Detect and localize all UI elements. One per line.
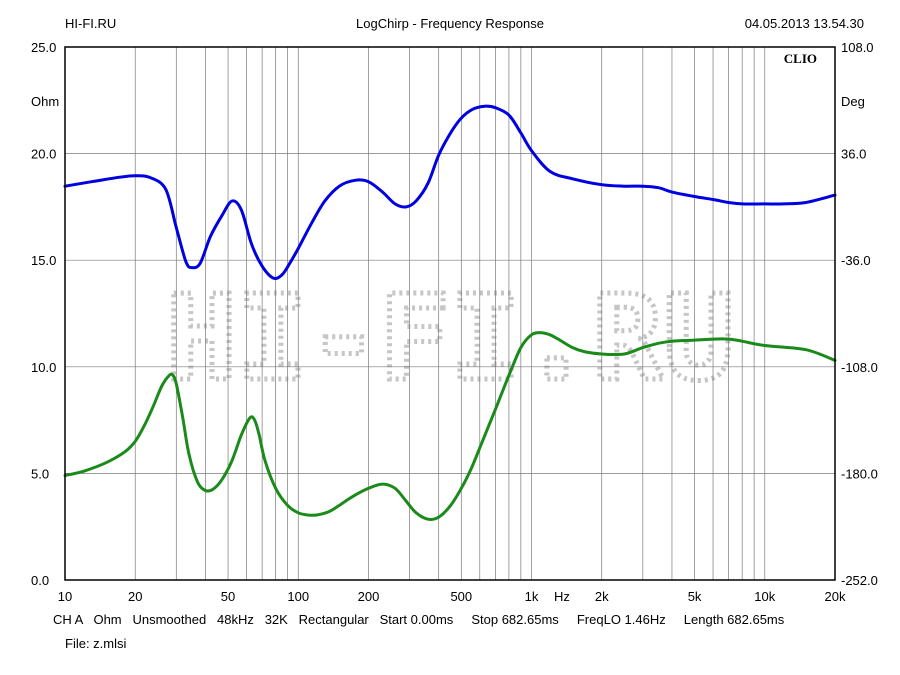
y-right-tick-label: -108.0 [841, 360, 878, 375]
y-right-tick-label: -252.0 [841, 573, 878, 588]
x-tick-label: 1k [525, 589, 539, 604]
file-name: File: z.mlsi [65, 636, 127, 651]
y-left-axis-label: Ohm [31, 94, 59, 109]
chart-title: LogChirp - Frequency Response [356, 16, 544, 31]
x-tick-label: 100 [287, 589, 309, 604]
series-group [63, 104, 837, 521]
clio-logo-text: CLIO [784, 51, 817, 66]
watermark: HI-FI.RU [166, 269, 734, 407]
x-tick-label: 500 [450, 589, 472, 604]
y-left-tick-label: 5.0 [31, 466, 49, 481]
y-right-tick-label: 108.0 [841, 40, 874, 55]
y-left-tick-label: 10.0 [31, 360, 56, 375]
x-tick-label: 200 [358, 589, 380, 604]
x-tick-label: 50 [221, 589, 235, 604]
plot-frame [64, 46, 836, 581]
x-tick-label: 2k [595, 589, 609, 604]
y-right-tick-label: 36.0 [841, 147, 866, 162]
header-site: HI-FI.RU [65, 16, 116, 31]
y-right-tick-label: -180.0 [841, 466, 878, 481]
x-tick-label: 20k [825, 589, 846, 604]
x-tick-label: 5k [688, 589, 702, 604]
y-left-tick-label: 25.0 [31, 40, 56, 55]
y-left-tick-label: 15.0 [31, 253, 56, 268]
grid [65, 47, 835, 580]
y-left-tick-label: 0.0 [31, 573, 49, 588]
impedance-series-line [63, 331, 837, 521]
y-right-tick-label: -36.0 [841, 253, 871, 268]
x-tick-label: 20 [128, 589, 142, 604]
y-left-tick-label: 20.0 [31, 147, 56, 162]
x-tick-label: 10 [58, 589, 72, 604]
measurement-settings: CH A Ohm Unsmoothed 48kHz 32K Rectangula… [53, 612, 785, 627]
header-datetime: 04.05.2013 13.54.30 [745, 16, 864, 31]
x-tick-label: 10k [754, 589, 775, 604]
phase-series-line [63, 104, 837, 280]
x-axis-label: Hz [554, 589, 570, 604]
tick-labels: 10 20 50 100 200 500 1k 2k 5k 10k 20k 0.0 5.0 10.0 15.… [31, 40, 878, 604]
y-right-axis-label: Deg [841, 94, 865, 109]
